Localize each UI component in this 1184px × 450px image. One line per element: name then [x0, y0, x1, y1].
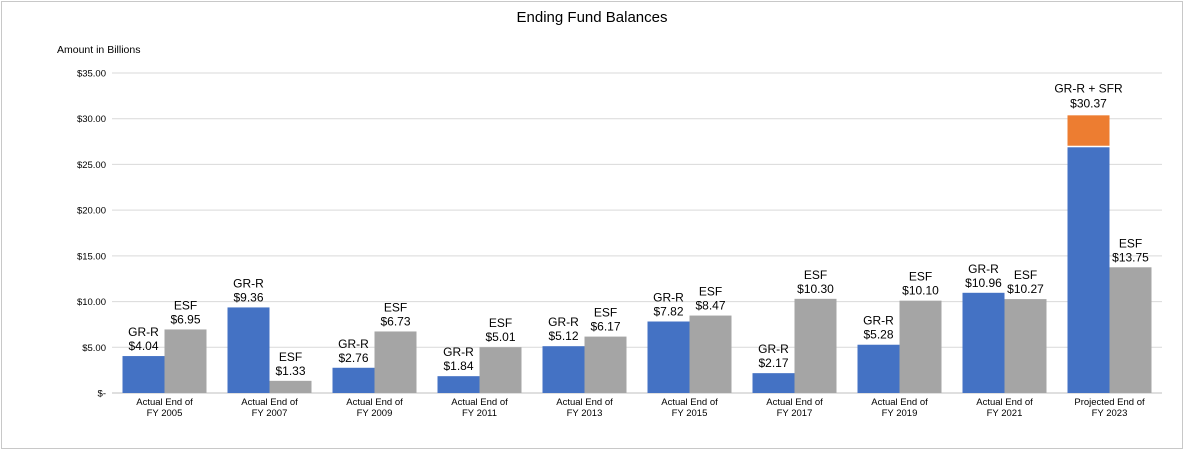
bar-esf [374, 331, 417, 393]
data-label-name: ESF [1014, 268, 1037, 282]
bar-gr-r [542, 346, 585, 393]
x-tick-label: Actual End of [556, 397, 613, 408]
x-tick-label: FY 2017 [777, 408, 813, 419]
y-tick-label: $35.00 [77, 69, 106, 80]
data-label-name: ESF [699, 285, 722, 299]
x-tick-label: FY 2007 [252, 408, 288, 419]
data-label-value: $5.28 [863, 328, 893, 342]
data-label-name: GR-R [758, 342, 789, 356]
data-label-value: $10.10 [902, 284, 939, 298]
y-axis-ticks: $- $5.00 $10.00 $15.00 $20.00 $25.00 $30.00 $35… [77, 69, 106, 400]
bar-esf [164, 329, 207, 393]
bar-esf [794, 298, 837, 393]
bar-esf [479, 347, 522, 393]
x-tick-label: FY 2009 [357, 408, 393, 419]
x-tick-label: Actual End of [136, 397, 193, 408]
x-tick-label: Actual End of [871, 397, 928, 408]
data-label-value: $9.36 [233, 290, 263, 304]
data-label-name: ESF [279, 350, 302, 364]
data-label-value: $5.12 [548, 329, 578, 343]
bar-gr-r [1067, 147, 1110, 393]
x-tick-label: FY 2011 [462, 408, 497, 419]
y-tick-label: $20.00 [77, 206, 106, 217]
data-label-name: ESF [489, 316, 512, 330]
x-tick-label: Actual End of [976, 397, 1033, 408]
x-tick-label: FY 2019 [882, 408, 918, 419]
y-tick-label: $15.00 [77, 251, 106, 262]
y-tick-label: $25.00 [77, 160, 106, 171]
x-tick-label: FY 2005 [147, 408, 183, 419]
x-tick-label: FY 2021 [987, 408, 1023, 419]
data-label-value: $1.84 [443, 359, 473, 373]
x-tick-label: Actual End of [241, 397, 298, 408]
bar-gr-r [752, 373, 795, 393]
data-label-value: $10.30 [797, 282, 834, 296]
x-tick-label: Actual End of [661, 397, 718, 408]
data-label-name: GR-R [968, 262, 999, 276]
data-label-value: $4.04 [128, 339, 158, 353]
bar-esf [1109, 267, 1152, 393]
bar-sfr [1067, 115, 1110, 147]
x-tick-label: Projected End of [1074, 397, 1145, 408]
data-label-name: GR-R [128, 325, 159, 339]
bar-gr-r [227, 307, 270, 393]
data-label-name: ESF [1119, 236, 1142, 250]
data-label-value: $13.75 [1112, 250, 1149, 264]
data-label-value: $7.82 [653, 305, 683, 319]
data-label-value: $5.01 [485, 330, 515, 344]
data-label-name: ESF [174, 298, 197, 312]
data-label-name: ESF [384, 300, 407, 314]
bar-esf [269, 380, 312, 393]
data-label-name: GR-R [653, 291, 684, 305]
bar-esf [584, 336, 627, 393]
x-tick-label: Actual End of [766, 397, 823, 408]
data-label-name: GR-R + SFR [1054, 81, 1123, 95]
y-tick-label: $5.00 [82, 343, 106, 354]
bar-gr-r [962, 292, 1005, 393]
y-tick-label: $10.00 [77, 297, 106, 308]
data-label-value: $30.37 [1070, 96, 1107, 110]
y-tick-label: $- [98, 389, 106, 400]
bar-gr-r [647, 321, 690, 393]
y-axis-label: Amount in Billions [57, 44, 140, 56]
x-tick-label: FY 2023 [1092, 408, 1128, 419]
data-label-value: $6.95 [170, 312, 200, 326]
data-label-value: $2.17 [758, 356, 788, 370]
data-label-value: $6.73 [380, 314, 410, 328]
data-label-name: GR-R [338, 337, 369, 351]
bar-gr-r [437, 376, 480, 393]
bar-gr-r [332, 367, 375, 393]
data-label-name: ESF [804, 268, 827, 282]
bar-esf [689, 315, 732, 393]
x-tick-label: FY 2015 [672, 408, 708, 419]
data-label-name: ESF [909, 270, 932, 284]
y-tick-label: $30.00 [77, 114, 106, 125]
data-label-value: $10.96 [965, 276, 1002, 290]
data-label-value: $1.33 [275, 364, 305, 378]
data-label-name: GR-R [548, 315, 579, 329]
data-labels: GR-R$4.04ESF$6.95GR-R$9.36ESF$1.33GR-R$2… [128, 81, 1149, 378]
bar-gr-r [857, 344, 900, 393]
x-tick-label: FY 2013 [567, 408, 603, 419]
bar-gr-r [122, 356, 165, 393]
data-label-value: $2.76 [338, 351, 368, 365]
data-label-name: ESF [594, 306, 617, 320]
data-label-name: GR-R [863, 314, 894, 328]
data-label-value: $8.47 [695, 299, 725, 313]
data-label-name: GR-R [233, 276, 264, 290]
bar-esf [899, 300, 942, 393]
chart-title: Ending Fund Balances [517, 9, 668, 26]
x-tick-label: Actual End of [346, 397, 403, 408]
bars [122, 115, 1152, 393]
data-label-value: $10.27 [1007, 282, 1044, 296]
data-label-name: GR-R [443, 345, 474, 359]
data-label-value: $6.17 [590, 320, 620, 334]
x-tick-label: Actual End of [451, 397, 508, 408]
bar-esf [1004, 299, 1047, 393]
